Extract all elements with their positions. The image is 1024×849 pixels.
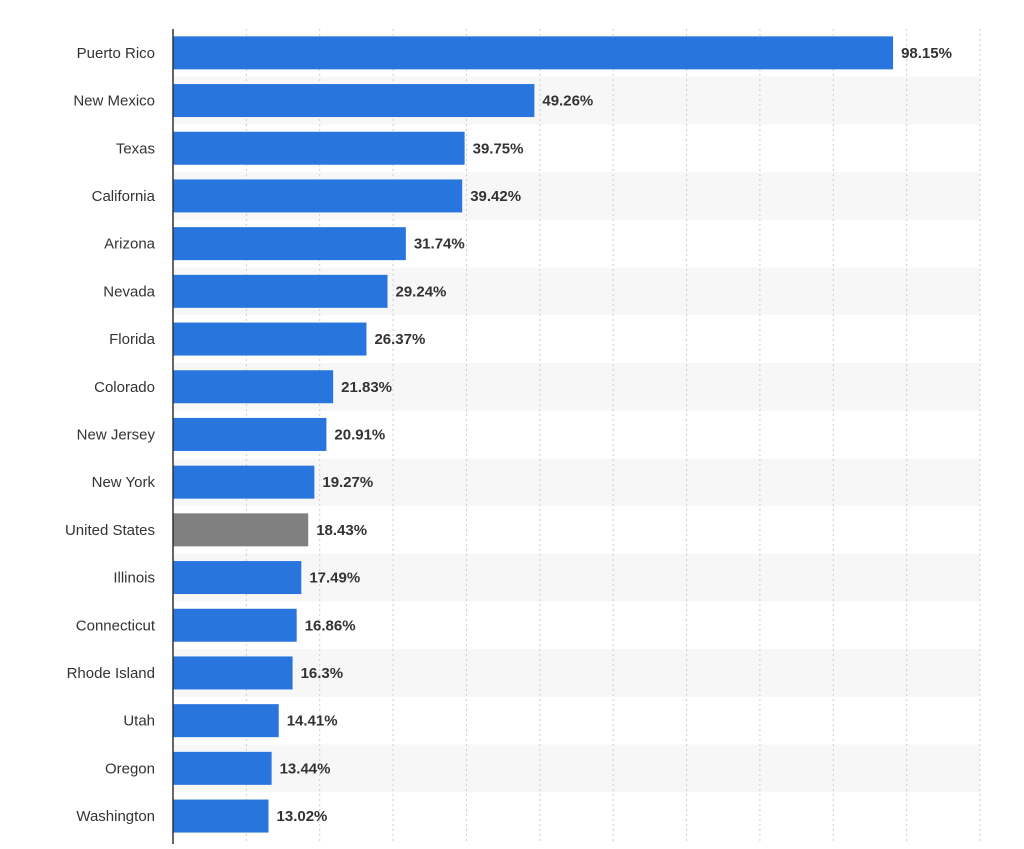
value-label: 49.26% bbox=[542, 93, 593, 110]
category-label: Colorado bbox=[94, 379, 155, 396]
category-label: California bbox=[92, 188, 156, 205]
category-label: Texas bbox=[116, 140, 155, 157]
grid-lines bbox=[245, 29, 981, 844]
value-label: 14.41% bbox=[287, 713, 338, 730]
labels: Puerto Rico 98.15% New Mexico 49.26% Texas 39… bbox=[65, 45, 952, 825]
value-label: 13.02% bbox=[277, 808, 328, 825]
category-label: Washington bbox=[76, 808, 155, 825]
category-label: United States bbox=[65, 522, 155, 539]
row-band bbox=[173, 744, 980, 793]
category-label: New York bbox=[92, 474, 156, 491]
category-label: New Mexico bbox=[73, 93, 155, 110]
category-label: Florida bbox=[109, 331, 156, 348]
category-label: Connecticut bbox=[76, 617, 156, 634]
category-label: New Jersey bbox=[77, 426, 156, 443]
value-label: 21.83% bbox=[341, 379, 392, 396]
category-label: Oregon bbox=[105, 760, 155, 777]
bar[interactable] bbox=[173, 465, 315, 499]
row-band bbox=[173, 553, 980, 602]
bar[interactable] bbox=[173, 179, 463, 213]
bars bbox=[173, 36, 894, 833]
category-label: Rhode Island bbox=[67, 665, 155, 682]
bar[interactable] bbox=[173, 751, 272, 785]
bar[interactable] bbox=[173, 322, 367, 356]
bar[interactable] bbox=[173, 370, 334, 404]
bar[interactable] bbox=[173, 608, 297, 642]
category-label: Illinois bbox=[113, 570, 155, 587]
value-label: 26.37% bbox=[374, 331, 425, 348]
value-label: 16.3% bbox=[301, 665, 344, 682]
bar[interactable] bbox=[173, 131, 465, 165]
bar[interactable] bbox=[173, 799, 269, 833]
bar[interactable] bbox=[173, 561, 302, 595]
category-label: Nevada bbox=[103, 283, 155, 300]
value-label: 17.49% bbox=[309, 570, 360, 587]
value-label: 98.15% bbox=[901, 45, 952, 62]
value-label: 18.43% bbox=[316, 522, 367, 539]
value-label: 39.42% bbox=[470, 188, 521, 205]
category-label: Puerto Rico bbox=[77, 45, 155, 62]
bar[interactable] bbox=[173, 417, 327, 451]
value-label: 20.91% bbox=[334, 426, 385, 443]
category-label: Arizona bbox=[104, 236, 156, 253]
bar[interactable] bbox=[173, 274, 388, 308]
value-label: 39.75% bbox=[473, 140, 524, 157]
value-label: 19.27% bbox=[322, 474, 373, 491]
value-label: 29.24% bbox=[396, 283, 447, 300]
bar[interactable] bbox=[173, 704, 279, 738]
value-label: 31.74% bbox=[414, 236, 465, 253]
bar[interactable] bbox=[173, 36, 894, 70]
value-label: 16.86% bbox=[305, 617, 356, 634]
value-label: 13.44% bbox=[280, 760, 331, 777]
bar[interactable] bbox=[173, 227, 406, 261]
category-label: Utah bbox=[123, 713, 155, 730]
bar[interactable] bbox=[173, 656, 293, 690]
bar[interactable] bbox=[173, 513, 309, 547]
row-band bbox=[173, 649, 980, 697]
bar[interactable] bbox=[173, 84, 535, 118]
